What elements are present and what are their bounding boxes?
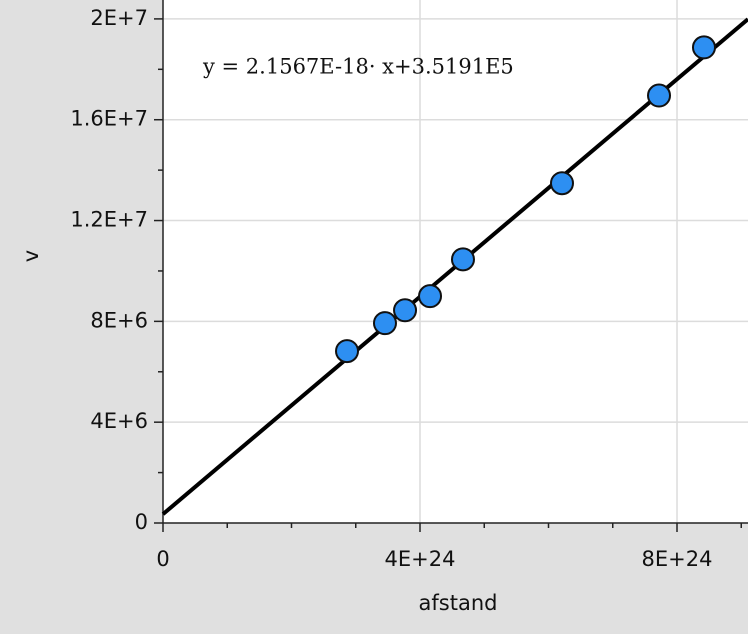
y-axis-label: v (19, 250, 43, 262)
data-point (393, 298, 418, 323)
data-point (418, 284, 443, 309)
y-tick-label: 1.2E+7 (70, 208, 148, 232)
data-point (450, 247, 475, 272)
y-tick-label: 2E+7 (90, 6, 148, 30)
y-tick-label: 1.6E+7 (70, 107, 148, 131)
y-tick-label: 8E+6 (90, 308, 148, 332)
x-tick-label: 0 (156, 547, 169, 571)
fit-equation: y = 2.1567E-18· x+3.5191E5 (202, 55, 514, 79)
data-point (372, 311, 397, 336)
y-tick-label: 0 (135, 510, 148, 534)
data-point (647, 83, 672, 108)
x-tick-label: 8E+24 (642, 547, 713, 571)
x-tick-label: 4E+24 (385, 547, 456, 571)
y-tick-label: 4E+6 (90, 409, 148, 433)
data-point (549, 171, 574, 196)
data-point (691, 35, 716, 60)
data-point (335, 339, 360, 364)
x-axis-label: afstand (419, 591, 498, 615)
